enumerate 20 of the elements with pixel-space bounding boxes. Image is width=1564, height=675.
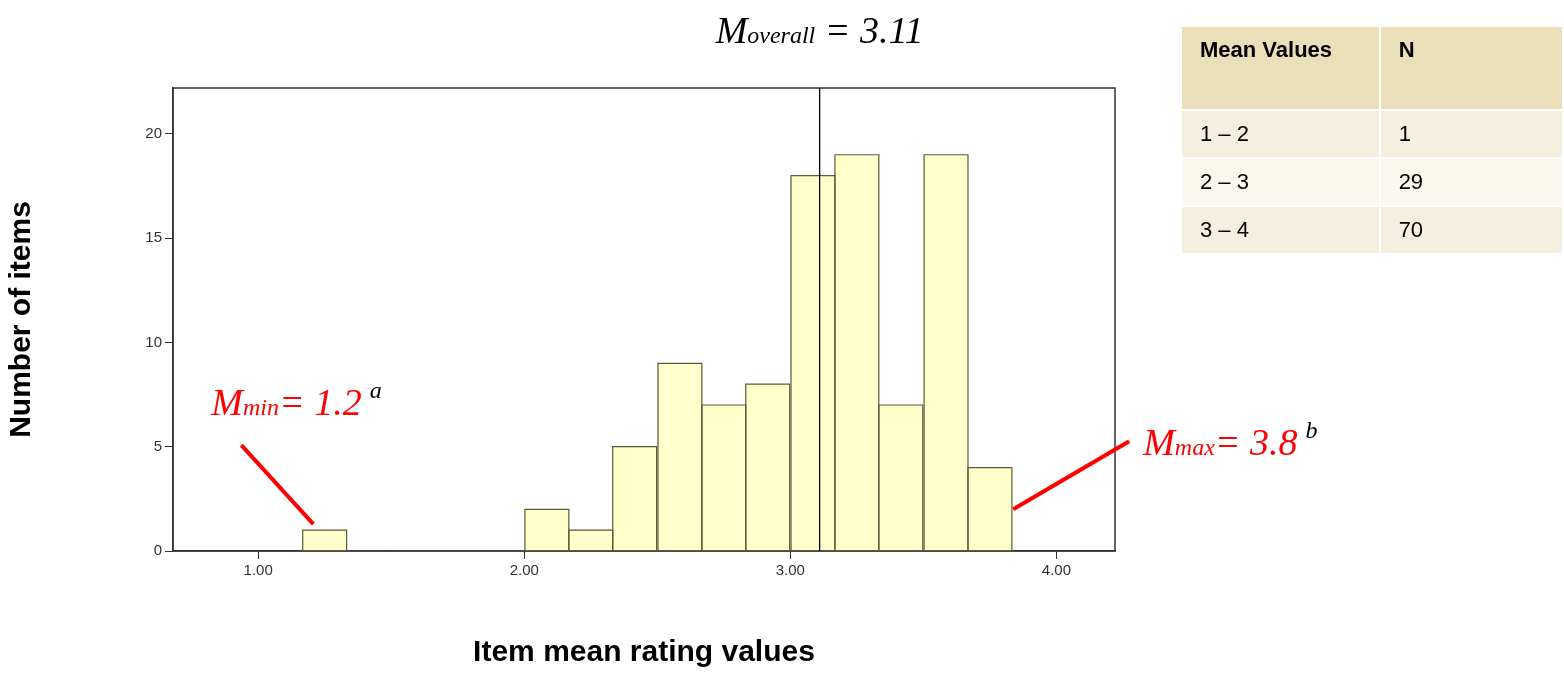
- y-tick-label: 5: [153, 436, 162, 454]
- x-tick-label: 1.00: [243, 561, 273, 579]
- y-tick-label: 15: [145, 228, 162, 246]
- text: Mean Values: [1181, 26, 1380, 110]
- data-label: 29: [1379, 158, 1563, 206]
- x-axis-title: Item mean rating values: [473, 634, 815, 668]
- x-tick-label: 2.00: [509, 561, 539, 579]
- data-label: 70: [1379, 206, 1563, 254]
- ref-line-label: Moverall = 3.11: [714, 9, 924, 51]
- data-label: 1: [1379, 110, 1563, 158]
- y-tick-label: 0: [153, 541, 162, 559]
- y-tick-label: 10: [145, 332, 162, 350]
- category-label: 3 – 4: [1181, 206, 1380, 254]
- x-tick-label: 3.00: [775, 561, 805, 579]
- x-tick-label: 4.00: [1041, 561, 1072, 579]
- category-label: 1 – 2: [1181, 110, 1380, 158]
- category-label: 2 – 3: [1181, 158, 1380, 206]
- y-axis-title: Number of items: [3, 201, 37, 438]
- y-tick-label: 20: [145, 124, 162, 142]
- text: N: [1379, 26, 1563, 110]
